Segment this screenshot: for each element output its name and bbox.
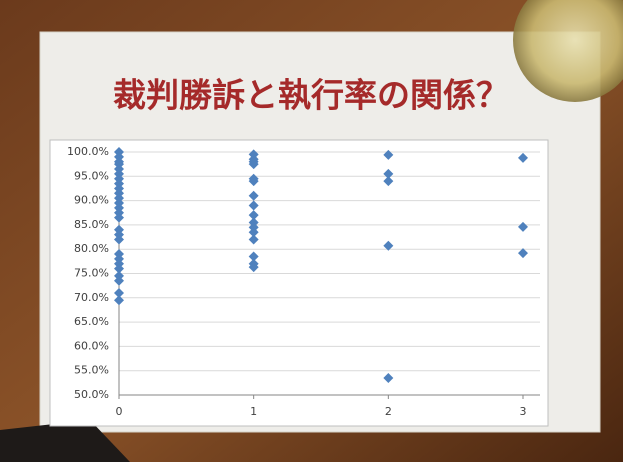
point xyxy=(114,263,124,274)
slide-title: 裁判勝訴と執行率の関係？ xyxy=(113,76,509,115)
plot: 50.0% 55.0% 60.0% 65.0% 70.0% 75.0% 80.0% 85.0%… xyxy=(67,145,540,418)
point xyxy=(248,251,259,262)
decoration xyxy=(0,420,130,462)
point xyxy=(114,287,124,298)
x-tick-label: 2 xyxy=(385,405,392,418)
y-tick-label: 65.0% xyxy=(74,315,109,328)
decoration xyxy=(513,0,623,102)
x-tick-label: 1 xyxy=(250,405,257,418)
point xyxy=(248,262,259,273)
y-tick-label: 95.0% xyxy=(74,169,109,182)
point xyxy=(383,372,394,383)
point xyxy=(518,152,528,163)
point xyxy=(248,210,259,221)
point xyxy=(518,248,528,259)
chart-area xyxy=(49,139,549,427)
y-tick-label: 55.0% xyxy=(74,364,109,377)
point xyxy=(383,240,394,251)
point xyxy=(114,275,124,286)
point xyxy=(248,234,259,245)
point xyxy=(248,227,259,238)
y-tick-label: 80.0% xyxy=(74,242,109,255)
point xyxy=(383,149,394,160)
y-tick-label: 90.0% xyxy=(74,194,109,207)
y-tick-label: 50.0% xyxy=(74,388,109,401)
point xyxy=(248,190,259,201)
x-tick-label: 3 xyxy=(520,405,527,418)
point xyxy=(383,168,394,179)
point xyxy=(518,221,528,232)
y-tick-label: 60.0% xyxy=(74,339,109,352)
point xyxy=(248,159,259,170)
y-tick-label: 75.0% xyxy=(74,267,109,280)
point xyxy=(114,234,124,245)
point xyxy=(114,212,124,223)
point xyxy=(248,176,259,187)
point xyxy=(114,295,124,306)
y-tick-label: 85.0% xyxy=(74,218,109,231)
y-tick-label: 70.0% xyxy=(74,291,109,304)
point xyxy=(383,176,394,187)
point xyxy=(248,200,259,211)
x-tick-label: 0 xyxy=(116,405,123,418)
y-tick-label: 100.0% xyxy=(67,145,109,158)
